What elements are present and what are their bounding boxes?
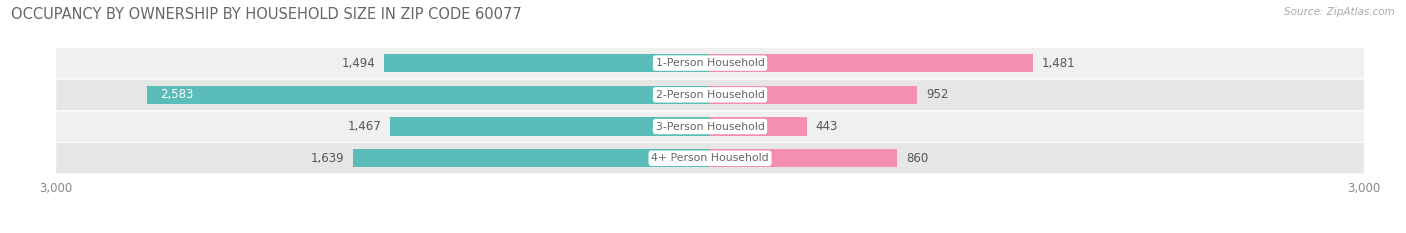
FancyBboxPatch shape <box>56 111 1364 142</box>
Bar <box>710 86 918 104</box>
Text: OCCUPANCY BY OWNERSHIP BY HOUSEHOLD SIZE IN ZIP CODE 60077: OCCUPANCY BY OWNERSHIP BY HOUSEHOLD SIZE… <box>11 7 522 22</box>
Text: Source: ZipAtlas.com: Source: ZipAtlas.com <box>1284 7 1395 17</box>
Text: 1,639: 1,639 <box>311 152 344 165</box>
Bar <box>710 149 897 168</box>
FancyBboxPatch shape <box>56 143 1364 174</box>
Bar <box>148 86 710 104</box>
Text: 2-Person Household: 2-Person Household <box>655 90 765 100</box>
Text: 1,467: 1,467 <box>347 120 381 133</box>
Text: 1,494: 1,494 <box>342 57 375 70</box>
Bar <box>710 117 807 136</box>
Bar <box>384 54 710 72</box>
Text: 1,481: 1,481 <box>1042 57 1076 70</box>
FancyBboxPatch shape <box>56 80 1364 110</box>
Text: 952: 952 <box>927 88 949 101</box>
FancyBboxPatch shape <box>56 48 1364 78</box>
Text: 2,583: 2,583 <box>160 88 194 101</box>
Bar <box>391 117 710 136</box>
Text: 3-Person Household: 3-Person Household <box>655 122 765 132</box>
Bar <box>353 149 710 168</box>
Text: 860: 860 <box>905 152 928 165</box>
Text: 1-Person Household: 1-Person Household <box>655 58 765 68</box>
Bar <box>710 54 1033 72</box>
Text: 443: 443 <box>815 120 838 133</box>
Text: 4+ Person Household: 4+ Person Household <box>651 153 769 163</box>
